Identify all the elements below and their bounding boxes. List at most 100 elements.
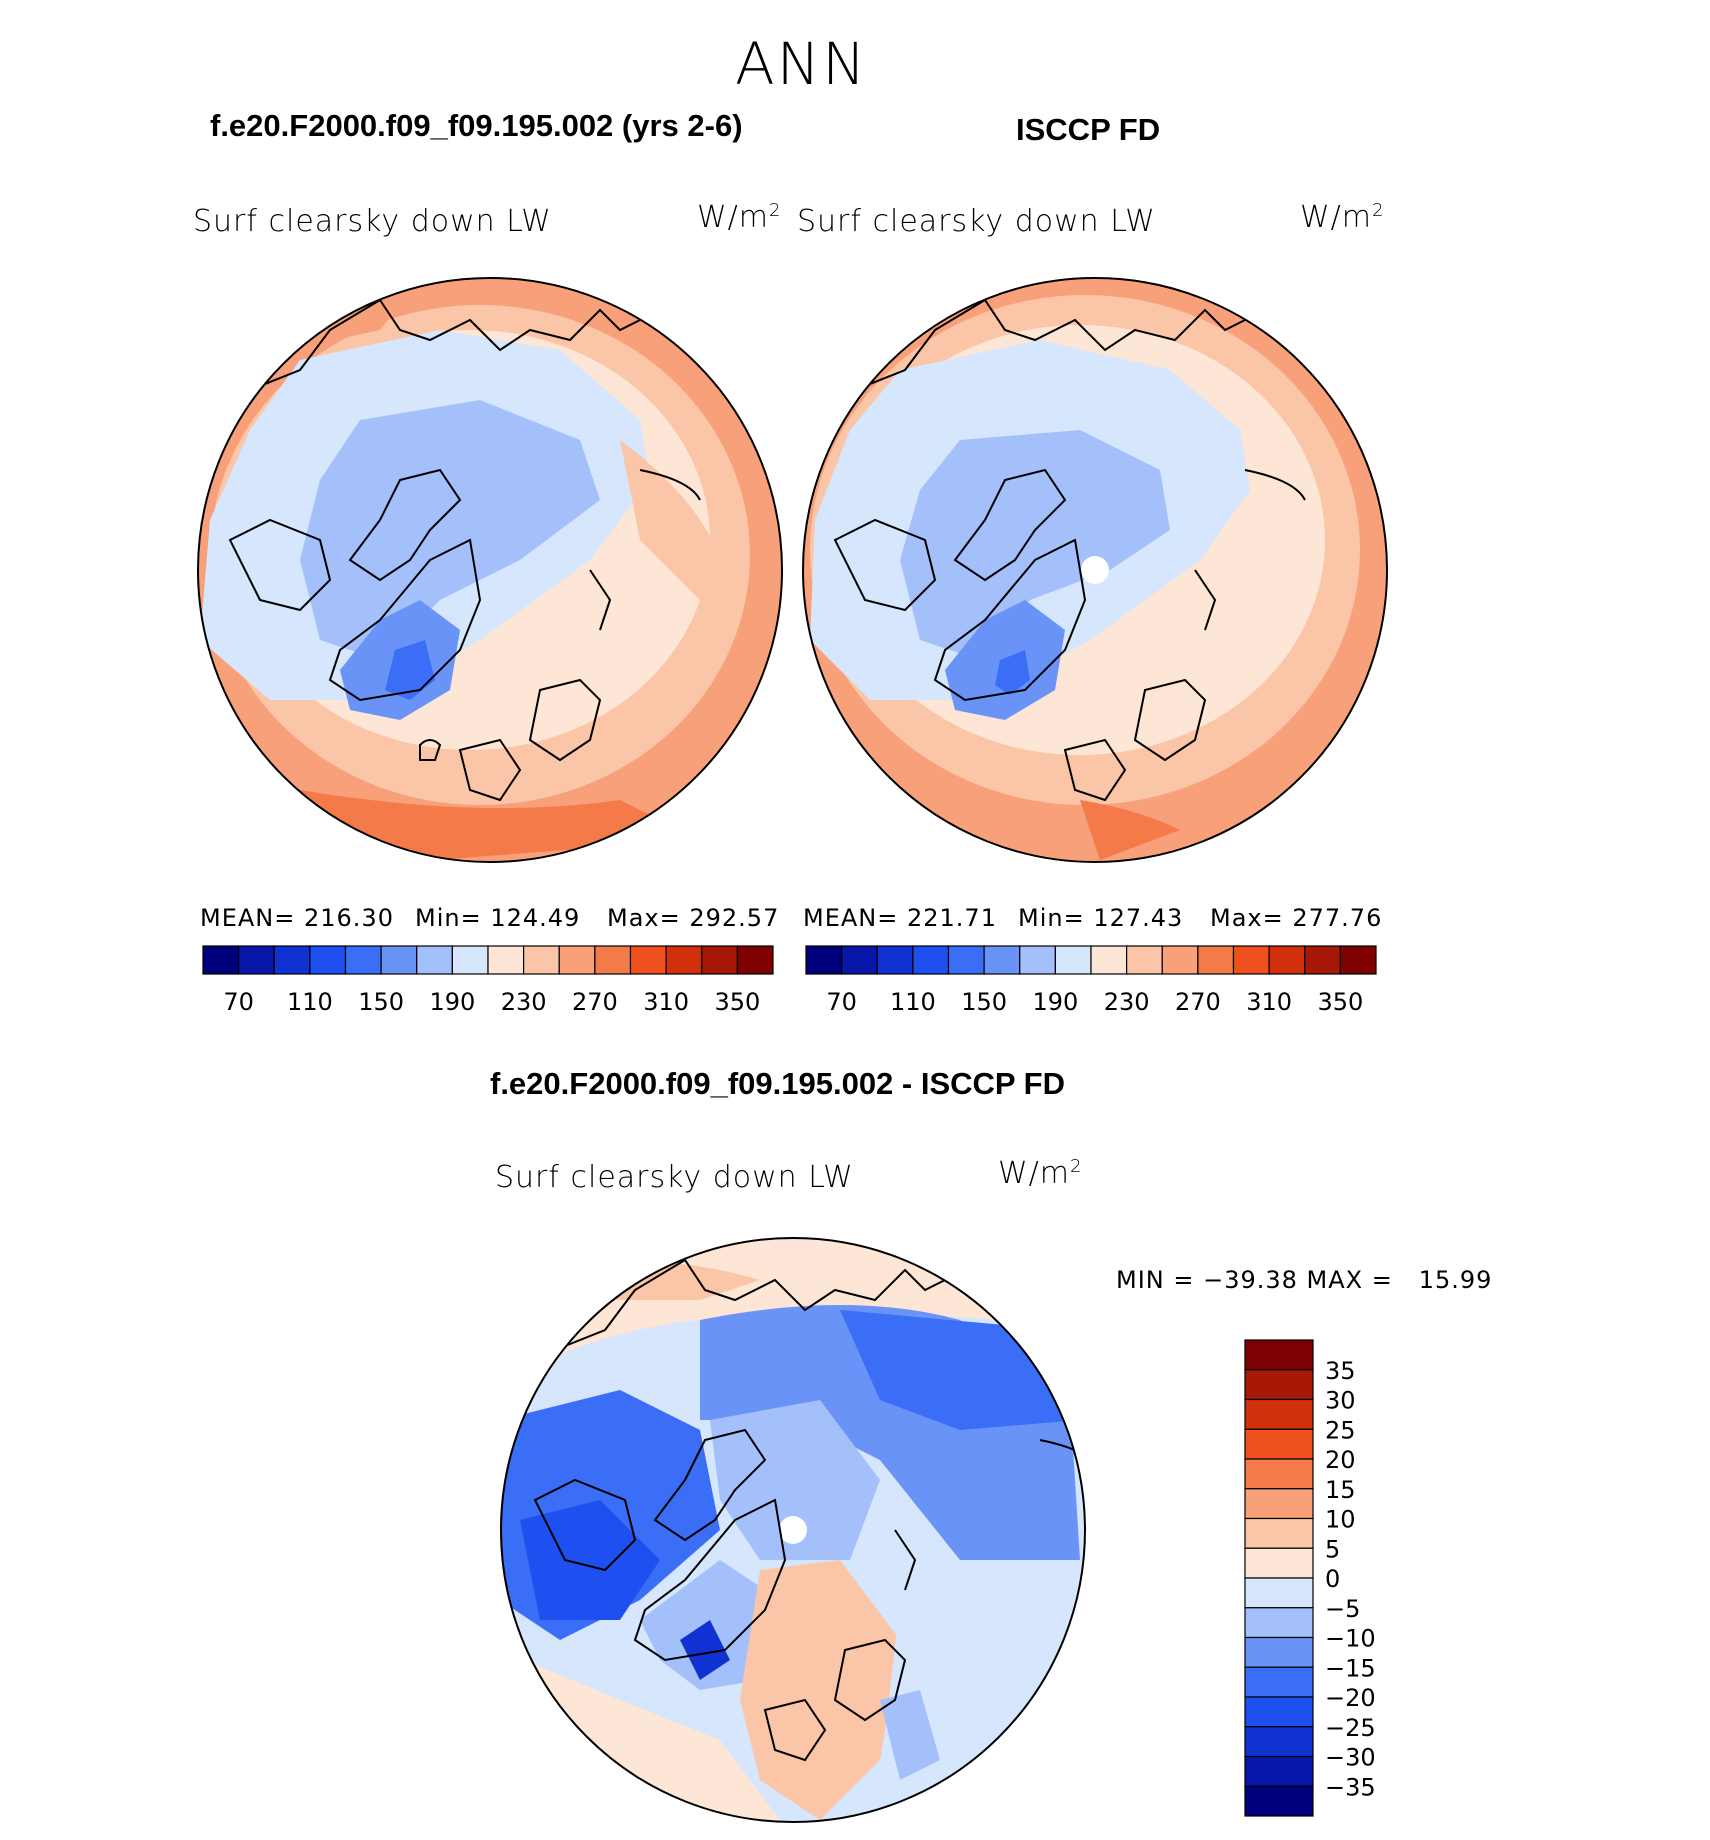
colorbar2-swatch — [805, 945, 843, 975]
colorbar3-tick-label: 35 — [1325, 1357, 1356, 1385]
colorbar3-swatch — [1244, 1369, 1314, 1401]
colorbar3-tick-label: −10 — [1325, 1625, 1376, 1653]
colorbar1-swatch — [451, 945, 489, 975]
colorbar3-tick-label: 10 — [1325, 1506, 1356, 1534]
panel1-max: Max= 292.57 — [607, 904, 780, 932]
colorbar3-swatch — [1244, 1785, 1314, 1817]
colorbar3-tick-label: −25 — [1325, 1714, 1376, 1742]
colorbar3-tick-label: 25 — [1325, 1416, 1356, 1444]
colorbar3-tick-label: −15 — [1325, 1654, 1376, 1682]
map1-field — [198, 278, 782, 862]
colorbar1-swatch — [558, 945, 596, 975]
colorbar2-tick-label: 70 — [826, 988, 857, 1016]
colorbar2-tick-label: 150 — [961, 988, 1007, 1016]
colorbar2-tick-label: 270 — [1175, 988, 1221, 1016]
colorbar3-swatch — [1244, 1398, 1314, 1430]
colorbar2-swatch — [1161, 945, 1199, 975]
colorbar1-swatch — [344, 945, 382, 975]
panel1-min: Min= 124.49 — [415, 904, 581, 932]
colorbar3-swatch — [1244, 1607, 1314, 1639]
colorbar3-swatch — [1244, 1636, 1314, 1668]
panel2-max: Max= 277.76 — [1210, 904, 1383, 932]
colorbar1-tick-label: 270 — [572, 988, 618, 1016]
colorbar3-swatch — [1244, 1428, 1314, 1460]
colorbar3-swatch — [1244, 1577, 1314, 1609]
colorbar1-swatch — [594, 945, 632, 975]
colorbar3-swatch — [1244, 1696, 1314, 1728]
colorbar1-tick-label: 310 — [643, 988, 689, 1016]
colorbar2-tick-label: 190 — [1032, 988, 1078, 1016]
colorbar1-tick-label: 150 — [358, 988, 404, 1016]
panel1-variable: Surf clearsky down LW — [193, 204, 552, 239]
colorbar2-swatch — [1054, 945, 1092, 975]
colorbar1-swatch — [309, 945, 347, 975]
panel3-minmax: MIN = −39.38 MAX = 15.99 — [1116, 1266, 1493, 1294]
panel2-min: Min= 127.43 — [1018, 904, 1184, 932]
colorbar2-swatch — [1268, 945, 1306, 975]
colorbar2-tick-label: 350 — [1317, 988, 1363, 1016]
colorbar2-tick-label: 230 — [1104, 988, 1150, 1016]
colorbar1-swatch — [701, 945, 738, 975]
colorbar1-swatch — [380, 945, 418, 975]
colorbar3-swatch — [1244, 1547, 1314, 1579]
colorbar1-swatch — [487, 945, 525, 975]
map1-coastlines — [228, 298, 701, 802]
colorbar1-swatch — [736, 945, 774, 975]
colorbar1-swatch — [202, 945, 240, 975]
colorbar1-tick-label: 190 — [429, 988, 475, 1016]
colorbar3-swatch — [1244, 1517, 1314, 1549]
colorbar3-tick-label: −35 — [1325, 1773, 1376, 1801]
colorbar3-swatch — [1244, 1488, 1314, 1520]
colorbar3-swatch — [1244, 1339, 1314, 1371]
panel3-title: f.e20.F2000.f09_f09.195.002 - ISCCP FD — [490, 1066, 1065, 1101]
colorbar2-swatch — [1019, 945, 1056, 975]
colorbar2-swatch — [983, 945, 1021, 975]
panel2-variable: Surf clearsky down LW — [797, 204, 1156, 239]
panel3-variable: Surf clearsky down LW — [495, 1160, 854, 1195]
colorbar1-tick-label: 350 — [714, 988, 760, 1016]
colorbar1-swatch — [238, 945, 275, 975]
colorbar2-swatch — [876, 945, 914, 975]
colorbar1-swatch — [629, 945, 667, 975]
colorbar1-swatch — [523, 945, 560, 975]
colorbar1-swatch — [665, 945, 703, 975]
colorbar3-swatch — [1244, 1755, 1314, 1787]
colorbar2-swatch — [841, 945, 878, 975]
colorbar2-swatch — [1090, 945, 1128, 975]
colorbar2-swatch — [1197, 945, 1235, 975]
colorbar1-tick-label: 110 — [287, 988, 333, 1016]
colorbar3-swatch — [1244, 1458, 1314, 1490]
panel1-title: f.e20.F2000.f09_f09.195.002 (yrs 2-6) — [210, 108, 743, 143]
map2-coastlines — [833, 298, 1306, 802]
colorbar2-swatch — [912, 945, 950, 975]
colorbar2-swatch — [947, 945, 985, 975]
colorbar2-swatch — [1232, 945, 1270, 975]
colorbar3-tick-label: 15 — [1325, 1476, 1356, 1504]
map3-coastlines — [533, 1258, 1085, 1762]
panel1-units: W/m2 — [697, 200, 782, 235]
colorbar3-swatch — [1244, 1666, 1314, 1698]
map3-field — [501, 1238, 1085, 1822]
map2-field — [803, 278, 1387, 862]
panel3-units: W/m2 — [998, 1156, 1083, 1191]
colorbar1-swatch — [273, 945, 311, 975]
panel1-mean: MEAN= 216.30 — [200, 904, 394, 932]
panel2-units: W/m2 — [1300, 200, 1385, 235]
panel2-title: ISCCP FD — [1016, 112, 1161, 147]
colorbar2-swatch — [1339, 945, 1377, 975]
season-title: ANN — [735, 30, 868, 98]
panel2-mean: MEAN= 221.71 — [803, 904, 997, 932]
colorbar3-tick-label: −30 — [1325, 1744, 1376, 1772]
colorbar3-swatch — [1244, 1726, 1314, 1758]
colorbar3-tick-label: 20 — [1325, 1446, 1356, 1474]
colorbar1-swatch — [416, 945, 453, 975]
colorbar3-tick-label: 30 — [1325, 1387, 1356, 1415]
colorbar3-tick-label: 5 — [1325, 1535, 1340, 1563]
colorbar1-tick-label: 70 — [223, 988, 254, 1016]
colorbar2-swatch — [1304, 945, 1341, 975]
colorbar3-tick-label: −5 — [1325, 1595, 1360, 1623]
colorbar2-tick-label: 310 — [1246, 988, 1292, 1016]
colorbar3-tick-label: 0 — [1325, 1565, 1340, 1593]
colorbar2-tick-label: 110 — [890, 988, 936, 1016]
colorbar3-tick-label: −20 — [1325, 1684, 1376, 1712]
